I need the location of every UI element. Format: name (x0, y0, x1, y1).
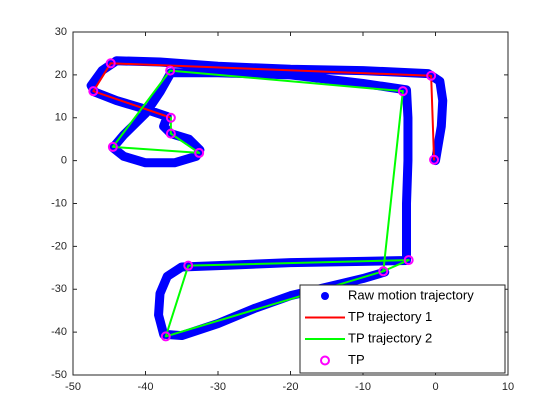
y-tick-label: -20 (51, 240, 67, 252)
y-tick-label: 20 (55, 69, 67, 81)
tp-marker (165, 128, 176, 139)
y-tick-label: -30 (51, 283, 67, 295)
tp-marker (378, 266, 389, 277)
tp-marker (397, 86, 408, 97)
legend-box (299, 284, 506, 374)
x-tick-label: -20 (283, 381, 299, 393)
raw-trajectory (86, 56, 448, 341)
tp-marker (165, 112, 176, 123)
x-tick-label: -10 (355, 381, 371, 393)
x-tick-label: 10 (502, 381, 514, 393)
tp-marker (183, 260, 194, 271)
tp-trajectory (111, 69, 410, 338)
y-tick-label: 10 (55, 112, 67, 124)
y-tick-label: -50 (51, 369, 67, 381)
y-tick-label: -40 (51, 326, 67, 338)
x-tick-label: -40 (138, 381, 154, 393)
tp-marker (88, 86, 99, 97)
y-tick-label: -10 (51, 197, 67, 209)
tp-trajectory (92, 62, 436, 161)
legend-label: TP (348, 352, 365, 367)
y-tick-label: 30 (55, 26, 67, 38)
tp-marker (107, 141, 118, 152)
tp-marker (403, 255, 414, 266)
y-tick-label: 0 (61, 155, 67, 167)
x-tick-label: -50 (65, 381, 81, 393)
legend-icon (321, 292, 329, 300)
x-tick-label: -30 (210, 381, 226, 393)
tp-marker (160, 331, 171, 342)
tp-marker (165, 65, 176, 76)
x-tick-label: 0 (432, 381, 438, 393)
legend-label: TP trajectory 2 (348, 330, 432, 345)
legend-label: Raw motion trajectory (348, 287, 474, 302)
legend-label: TP trajectory 1 (348, 309, 432, 324)
legend-icon (320, 355, 330, 366)
tp-marker (105, 58, 116, 69)
tp-marker (426, 70, 437, 81)
tp-marker (429, 154, 440, 165)
tp-marker (194, 147, 205, 158)
